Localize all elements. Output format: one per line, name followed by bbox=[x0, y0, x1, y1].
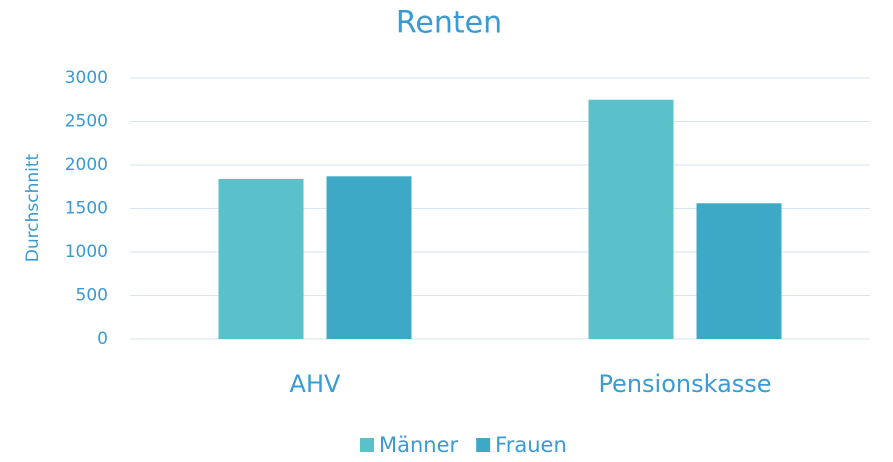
bar bbox=[326, 176, 412, 339]
y-tick-label: 500 bbox=[76, 286, 108, 306]
legend-swatch bbox=[360, 438, 374, 452]
y-tick-label: 1500 bbox=[65, 199, 108, 219]
chart-title: Renten bbox=[396, 6, 502, 41]
x-tick-label: Pensionskasse bbox=[598, 370, 771, 398]
y-tick-label: 1000 bbox=[65, 242, 108, 262]
bar bbox=[696, 203, 782, 339]
y-tick-label: 2500 bbox=[65, 112, 108, 132]
x-tick-label: AHV bbox=[290, 370, 341, 398]
legend-label: Männer bbox=[379, 433, 459, 457]
legend-label: Frauen bbox=[495, 433, 567, 457]
y-tick-label: 2000 bbox=[65, 155, 108, 175]
y-tick-label: 0 bbox=[97, 329, 108, 349]
y-axis-label: Durchschnitt bbox=[23, 153, 43, 262]
legend-swatch bbox=[476, 438, 491, 452]
bar bbox=[218, 178, 304, 339]
bar bbox=[588, 99, 674, 339]
y-tick-label: 3000 bbox=[65, 68, 108, 88]
